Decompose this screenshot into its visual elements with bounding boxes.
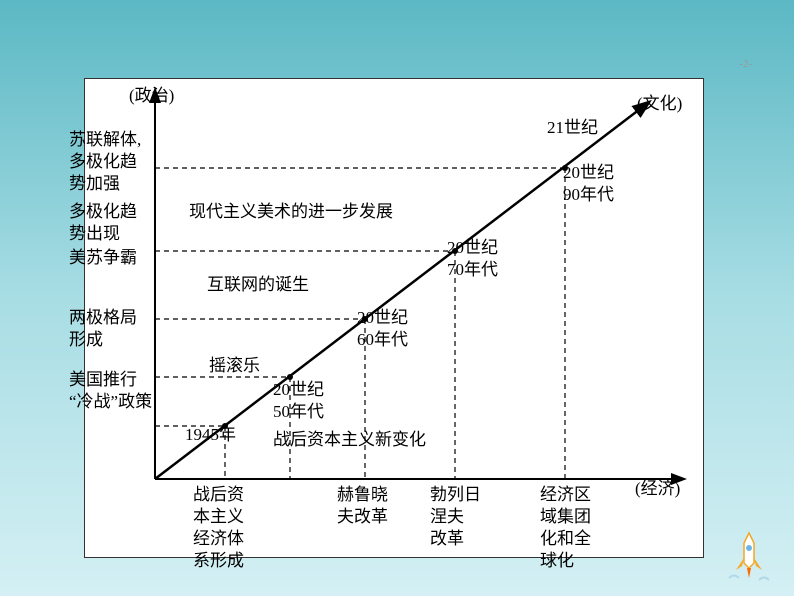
h-line-label-0: 现代主义美术的进一步发展 <box>189 201 393 223</box>
diag-label-2: 20世纪 60年代 <box>357 307 408 351</box>
x-label-2: 勃列日 涅夫 改革 <box>430 484 481 550</box>
diag-label-1: 20世纪 50年代 <box>273 379 324 423</box>
diag-label-0: 1945年 <box>185 424 236 446</box>
diag-label-4: 20世纪 90年代 <box>563 162 614 206</box>
y-label-1: 多极化趋 势出现 <box>69 201 137 245</box>
x-label-0: 战后资 本主义 经济体 系形成 <box>193 484 244 572</box>
x-axis-label: (经济) <box>635 478 680 500</box>
h-line-label-2: 摇滚乐 <box>209 355 260 377</box>
chart-panel: (政治) (经济) (文化) 苏联解体, 多极化趋 势加强 多极化趋 势出现 美… <box>84 78 704 558</box>
diagonal-axis-label: (文化) <box>637 93 682 115</box>
diag-label-5: 21世纪 <box>547 117 598 139</box>
y-axis-label: (政治) <box>129 85 174 107</box>
diag-label-3: 20世纪 70年代 <box>447 237 498 281</box>
x-label-3: 经济区 域集团 化和全 球化 <box>540 484 591 572</box>
h-line-label-3: 战后资本主义新变化 <box>273 429 426 451</box>
rocket-icon <box>724 528 774 588</box>
page-number: -2- <box>739 58 752 70</box>
y-label-2: 美苏争霸 <box>69 247 137 269</box>
h-line-label-1: 互联网的诞生 <box>207 274 309 296</box>
x-label-1: 赫鲁晓 夫改革 <box>337 484 388 528</box>
y-label-4: 美国推行 “冷战”政策 <box>69 369 152 413</box>
y-label-3: 两极格局 形成 <box>69 307 137 351</box>
y-label-0: 苏联解体, 多极化趋 势加强 <box>69 129 141 195</box>
